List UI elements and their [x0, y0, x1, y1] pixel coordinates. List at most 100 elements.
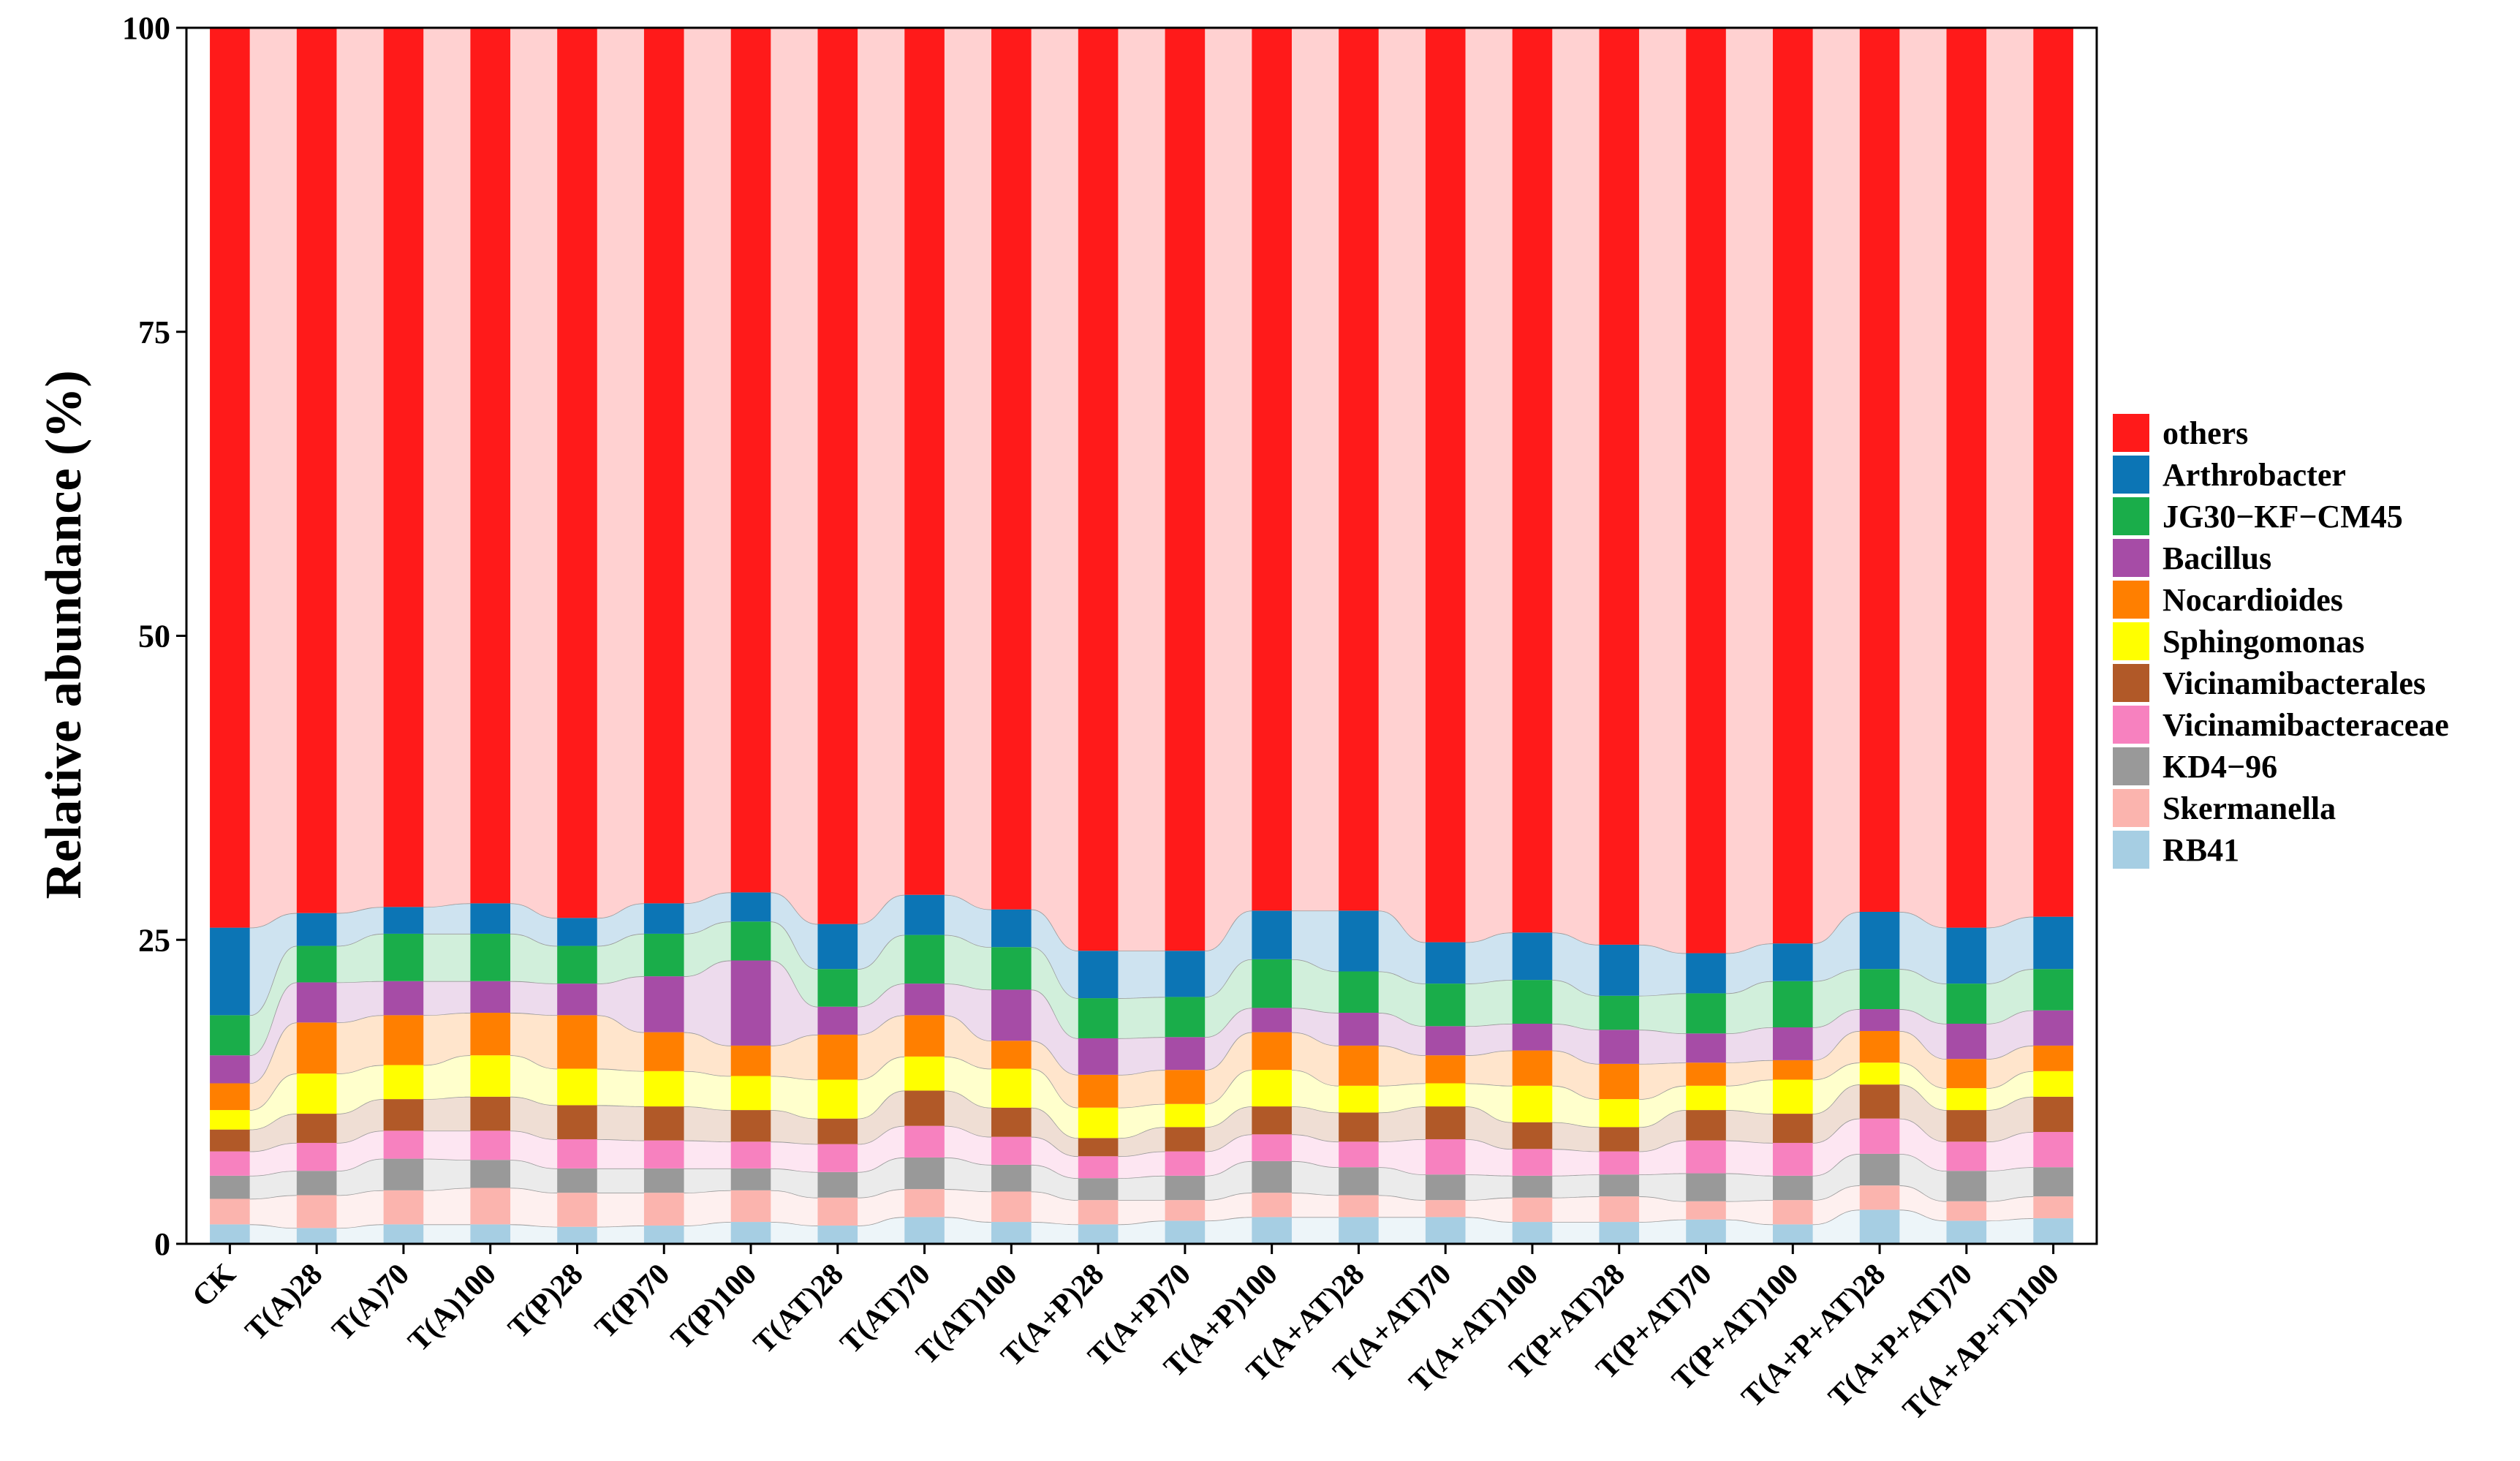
- bar-segment-Bacillus: [991, 989, 1032, 1041]
- bar-segment-Nocardioides: [730, 1045, 771, 1076]
- band-Nocardioides: [1291, 1032, 1339, 1086]
- bar-segment-Sphingomonas: [557, 1068, 597, 1106]
- bar-segment-RB41: [1165, 1220, 1206, 1244]
- bar-segment-others: [470, 28, 511, 904]
- legend-swatch-Nocardioides: [2113, 581, 2149, 619]
- band-Skermanella: [597, 1193, 644, 1227]
- bar-segment-Vicinamibacterales: [817, 1118, 858, 1144]
- band-Sphingomonas: [858, 1056, 905, 1119]
- band-Bacillus: [1812, 1009, 1860, 1060]
- bar-segment-Bacillus: [1859, 1009, 1900, 1031]
- band-Arthrobacter: [1465, 932, 1513, 984]
- bar-segment-Vicinamibacteraceae: [1165, 1151, 1206, 1176]
- band-Nocardioides: [1639, 1062, 1687, 1100]
- y-tick-label: 50: [138, 619, 170, 654]
- band-Sphingomonas: [684, 1071, 731, 1111]
- band-JG30−KF−CM45: [336, 933, 384, 983]
- bar-segment-Skermanella: [1859, 1185, 1900, 1210]
- band-KD4−96: [423, 1158, 471, 1190]
- band-Sphingomonas: [336, 1065, 384, 1114]
- band-Arthrobacter: [1986, 916, 2034, 984]
- x-tick-label: T(AT)28: [747, 1258, 850, 1361]
- band-others: [1812, 28, 1860, 944]
- bar-segment-JG30−KF−CM45: [1686, 993, 1726, 1034]
- bar-segment-Skermanella: [1599, 1196, 1640, 1223]
- legend-swatch-JG30−KF−CM45: [2113, 497, 2149, 535]
- bar-segment-Bacillus: [904, 984, 945, 1016]
- band-Arthrobacter: [510, 903, 558, 946]
- bar-segment-Vicinamibacteraceae: [1078, 1156, 1119, 1179]
- x-tick-label: T(P)28: [502, 1258, 590, 1345]
- band-KD4−96: [336, 1158, 384, 1196]
- band-JG30−KF−CM45: [1205, 959, 1252, 1038]
- legend-swatch-Bacillus: [2113, 539, 2149, 577]
- bar-segment-Sphingomonas: [643, 1071, 684, 1107]
- bar-segment-Vicinamibacteraceae: [1946, 1141, 1987, 1171]
- bar-segment-JG30−KF−CM45: [1946, 984, 1987, 1024]
- band-Vicinamibacterales: [1291, 1106, 1339, 1142]
- bar-segment-Bacillus: [1339, 1013, 1379, 1046]
- bar-segment-Vicinamibacteraceae: [730, 1141, 771, 1169]
- bar-segment-Nocardioides: [1512, 1050, 1553, 1086]
- band-JG30−KF−CM45: [1031, 947, 1078, 1038]
- band-JG30−KF−CM45: [944, 935, 992, 990]
- band-RB41: [771, 1222, 818, 1244]
- bar-segment-others: [904, 28, 945, 895]
- band-RB41: [510, 1224, 558, 1244]
- band-Bacillus: [771, 960, 818, 1046]
- bar-segment-KD4−96: [904, 1157, 945, 1190]
- band-KD4−96: [1899, 1153, 1947, 1201]
- bar-segment-Bacillus: [1425, 1026, 1466, 1056]
- bar-segment-RB41: [383, 1224, 424, 1244]
- band-Vicinamibacteraceae: [1725, 1140, 1773, 1176]
- band-KD4−96: [1725, 1173, 1773, 1201]
- bar-segment-KD4−96: [1686, 1173, 1726, 1201]
- band-JG30−KF−CM45: [1118, 997, 1165, 1038]
- bar-segment-Skermanella: [2033, 1196, 2073, 1219]
- band-Vicinamibacteraceae: [771, 1141, 818, 1172]
- band-Skermanella: [510, 1188, 558, 1227]
- band-Vicinamibacteraceae: [249, 1142, 297, 1176]
- bar-segment-JG30−KF−CM45: [296, 945, 337, 983]
- band-Nocardioides: [1378, 1045, 1426, 1086]
- band-Vicinamibacterales: [1378, 1106, 1426, 1142]
- band-edge-Vicinamibacterales: [1986, 1095, 2034, 1111]
- bar-segment-KD4−96: [1946, 1171, 1987, 1201]
- bar-segment-others: [1165, 28, 1206, 951]
- legend-label: others: [2163, 415, 2248, 451]
- band-Vicinamibacterales: [1986, 1096, 2034, 1142]
- band-Arthrobacter: [1378, 910, 1426, 984]
- band-RB41: [1205, 1217, 1252, 1244]
- band-KD4−96: [684, 1168, 731, 1193]
- legend-swatch-KD4−96: [2113, 747, 2149, 785]
- y-tick-label: 75: [138, 314, 170, 350]
- band-JG30−KF−CM45: [423, 933, 471, 981]
- bar-segment-Vicinamibacterales: [1165, 1127, 1206, 1152]
- band-Bacillus: [1552, 1023, 1600, 1064]
- band-others: [1205, 28, 1252, 951]
- band-RB41: [336, 1224, 384, 1244]
- bar-segment-Skermanella: [210, 1198, 250, 1225]
- bar-segment-Skermanella: [557, 1193, 597, 1227]
- bar-segment-others: [817, 28, 858, 924]
- band-Nocardioides: [944, 1015, 992, 1069]
- bar-segment-Vicinamibacterales: [1772, 1114, 1813, 1143]
- band-Sphingomonas: [1812, 1062, 1860, 1114]
- x-tick-label: CK: [186, 1257, 242, 1313]
- bar-segment-JG30−KF−CM45: [557, 945, 597, 984]
- bar-segment-KD4−96: [557, 1168, 597, 1193]
- legend-label: Vicinamibacteraceae: [2163, 707, 2449, 743]
- band-Vicinamibacterales: [1465, 1106, 1513, 1149]
- bar-segment-RB41: [210, 1224, 250, 1244]
- band-others: [249, 28, 297, 928]
- bar-segment-Vicinamibacterales: [1339, 1112, 1379, 1142]
- band-Arthrobacter: [1639, 944, 1687, 996]
- band-Vicinamibacterales: [597, 1105, 644, 1141]
- bar-segment-Vicinamibacteraceae: [1512, 1149, 1553, 1176]
- band-Arthrobacter: [1552, 932, 1600, 996]
- band-edge-Nocardioides: [944, 1014, 992, 1042]
- bar-segment-Vicinamibacterales: [1252, 1106, 1292, 1135]
- bar-segment-Bacillus: [296, 982, 337, 1023]
- bar-segment-JG30−KF−CM45: [643, 933, 684, 977]
- bar-segment-Nocardioides: [2033, 1045, 2073, 1071]
